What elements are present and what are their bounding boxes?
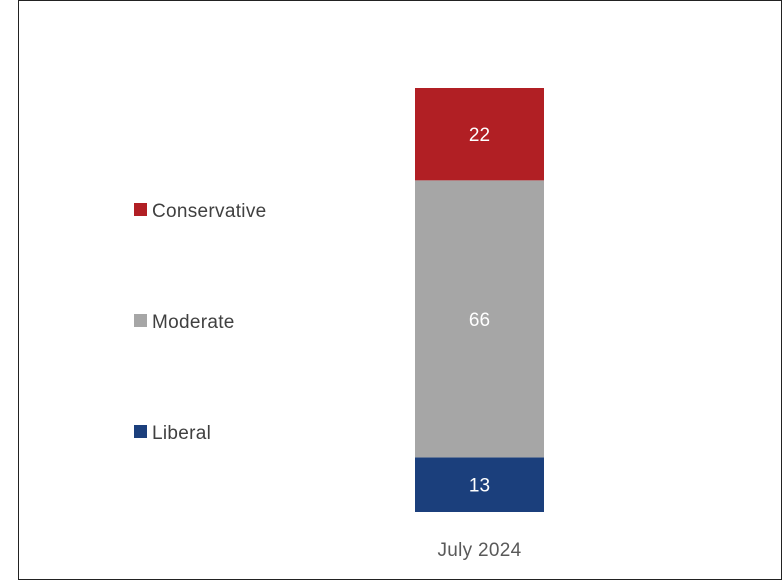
category-label: July 2024 [437,540,521,561]
legend-swatch-moderate [134,314,147,327]
legend-swatch-liberal [134,425,147,438]
bar-segment-liberal [415,457,544,512]
data-label-conservative: 22 [469,125,490,146]
legend-label-liberal: Liberal [152,423,211,444]
stacked-bar-chart: 13 66 22 Conservative Moderate Liberal July … [134,88,544,561]
chart-frame [18,0,782,580]
data-label-liberal: 13 [469,476,490,497]
legend-label-conservative: Conservative [152,201,266,222]
legend-label-moderate: Moderate [152,312,235,333]
bar-segment-conservative [415,88,544,181]
data-label-moderate: 66 [469,310,490,331]
category-axis: July 2024 [437,540,521,561]
legend-swatch-conservative [134,203,147,216]
bar-layer: 13 66 22 [415,88,544,512]
bar-segment-moderate [415,180,544,458]
legend: Conservative Moderate Liberal [134,201,266,444]
